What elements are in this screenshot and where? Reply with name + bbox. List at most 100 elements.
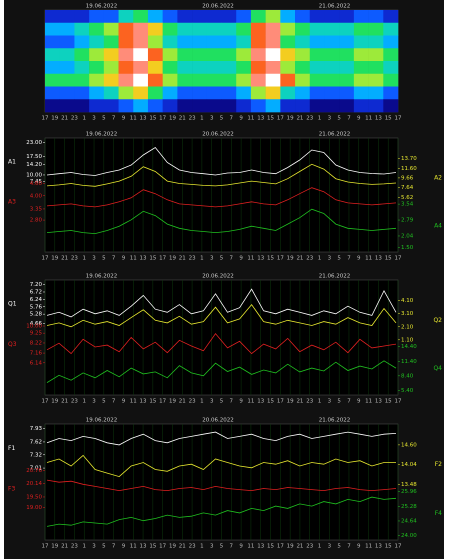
- heat-cell: [368, 99, 384, 113]
- heat-cell: [103, 86, 119, 100]
- y-tick-label: 14.60: [401, 442, 417, 448]
- heat-cell: [133, 35, 149, 49]
- x-tick-label: 21: [296, 544, 303, 550]
- x-tick-label: 17: [42, 256, 49, 262]
- y-tick-label: 8.40: [401, 373, 414, 379]
- heat-cell: [368, 10, 384, 24]
- x-tick-label: 9: [239, 256, 243, 262]
- y-tick-label: 7.16: [30, 351, 43, 357]
- heat-cell: [89, 48, 105, 62]
- x-tick-label: 13: [140, 544, 147, 550]
- heat-cell: [383, 61, 399, 75]
- heat-cell: [295, 10, 311, 24]
- y-tick-label: 7.45: [30, 179, 43, 185]
- heat-cell: [147, 48, 163, 62]
- x-tick-label: 11: [247, 399, 254, 405]
- y-tick-label: 13.48: [401, 482, 417, 488]
- x-tick-label: 23: [189, 256, 196, 262]
- heat-cell: [353, 61, 369, 75]
- heat-cell: [103, 99, 119, 113]
- x-tick-label: 9: [122, 116, 126, 122]
- heat-cell: [45, 99, 61, 113]
- heat-cell: [250, 48, 266, 62]
- heat-cell: [353, 73, 369, 87]
- heat-cell: [118, 61, 134, 75]
- heat-cell: [74, 86, 90, 100]
- x-tick-label: 13: [257, 256, 264, 262]
- heat-cell: [192, 48, 208, 62]
- y-tick-label: 25.28: [401, 504, 417, 510]
- heat-cell: [324, 73, 340, 87]
- x-tick-label: 1: [318, 116, 322, 122]
- heat-cell: [192, 61, 208, 75]
- heat-cell: [309, 22, 325, 36]
- x-tick-label: 17: [277, 399, 284, 405]
- x-tick-label: 15: [267, 116, 274, 122]
- date-label: 20.06.2022: [202, 132, 234, 138]
- x-tick-label: 7: [230, 399, 234, 405]
- heat-cell: [236, 99, 252, 113]
- heat-cell: [265, 61, 281, 75]
- x-tick-label: 13: [257, 544, 264, 550]
- x-tick-label: 13: [375, 399, 382, 405]
- date-label: 21.06.2022: [319, 4, 351, 10]
- y-tick-label: 3.10: [401, 311, 414, 317]
- heat-cell: [250, 35, 266, 49]
- heat-cell: [206, 48, 222, 62]
- x-tick-label: 19: [51, 544, 58, 550]
- x-tick-label: 11: [130, 399, 137, 405]
- x-tick-label: 5: [337, 116, 341, 122]
- heat-cell: [339, 61, 355, 75]
- x-tick-label: 3: [210, 399, 214, 405]
- heat-cell: [280, 73, 296, 87]
- heat-cell: [177, 73, 193, 87]
- heat-cell: [59, 48, 75, 62]
- heat-cell: [383, 35, 399, 49]
- heat-cell: [206, 73, 222, 87]
- x-tick-label: 19: [169, 544, 176, 550]
- series-label: F3: [8, 485, 15, 492]
- heat-cell: [339, 35, 355, 49]
- x-tick-label: 17: [395, 256, 402, 262]
- x-tick-label: 1: [82, 116, 86, 122]
- heat-cell: [250, 10, 266, 24]
- x-tick-label: 13: [140, 256, 147, 262]
- x-tick-label: 11: [365, 544, 372, 550]
- heat-cell: [383, 73, 399, 87]
- x-tick-label: 5: [102, 399, 106, 405]
- heat-cell: [280, 99, 296, 113]
- x-tick-label: 19: [51, 399, 58, 405]
- y-tick-label: 2.04: [401, 233, 414, 239]
- date-label: 19.06.2022: [86, 4, 118, 10]
- heat-cell: [118, 86, 134, 100]
- heat-cell: [309, 61, 325, 75]
- x-tick-label: 1: [200, 544, 204, 550]
- heat-cell: [89, 86, 105, 100]
- heat-cell: [162, 73, 178, 87]
- x-tick-label: 7: [230, 256, 234, 262]
- y-tick-label: 14.20: [26, 162, 42, 168]
- x-tick-label: 21: [61, 256, 68, 262]
- heat-cell: [250, 86, 266, 100]
- heat-cell: [162, 99, 178, 113]
- heat-cell: [221, 35, 237, 49]
- y-tick-label: 20.14: [26, 481, 42, 487]
- heat-cell: [162, 48, 178, 62]
- y-tick-label: 20.76: [26, 468, 42, 474]
- x-tick-label: 3: [92, 544, 96, 550]
- y-tick-label: 2.80: [30, 218, 43, 224]
- x-tick-label: 9: [122, 256, 126, 262]
- heat-cell: [192, 22, 208, 36]
- heat-cell: [324, 10, 340, 24]
- y-tick-label: 11.40: [401, 359, 417, 365]
- x-tick-label: 23: [306, 399, 313, 405]
- heat-cell: [383, 22, 399, 36]
- heat-cell: [133, 22, 149, 36]
- heat-cell: [45, 73, 61, 87]
- heat-cell: [280, 10, 296, 24]
- series-line: [46, 146, 397, 176]
- heat-cell: [59, 73, 75, 87]
- date-label: 21.06.2022: [319, 132, 351, 138]
- heat-cell: [89, 99, 105, 113]
- x-tick-label: 11: [365, 116, 372, 122]
